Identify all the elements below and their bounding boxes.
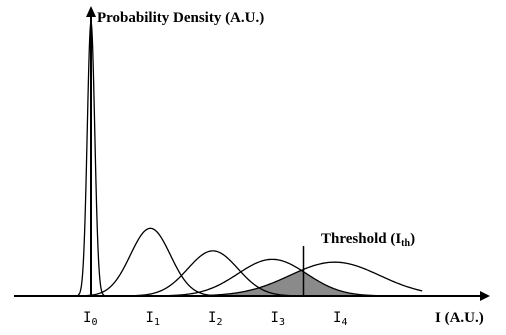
y-axis-arrow bbox=[86, 6, 96, 17]
x-tick-label-3: I3 bbox=[271, 310, 285, 328]
y-axis-label: Probability Density (A.U.) bbox=[97, 10, 264, 26]
x-tick-label-main: I bbox=[146, 310, 154, 326]
x-tick-label-sub: 0 bbox=[91, 317, 97, 328]
threshold-label-sub: th bbox=[401, 238, 410, 249]
curve-layer bbox=[66, 21, 423, 297]
x-axis-label: I (A.U.) bbox=[435, 310, 484, 326]
x-tick-label-sub: 3 bbox=[279, 317, 285, 328]
x-tick-label-sub: 4 bbox=[341, 317, 347, 328]
x-tick-label-4: I4 bbox=[333, 310, 347, 328]
x-tick-label-main: I bbox=[271, 310, 279, 326]
curve-1 bbox=[66, 227, 235, 297]
x-tick-label-main: I bbox=[208, 310, 216, 326]
x-tick-labels: I0 I1 I2 I3 I4 bbox=[83, 310, 347, 328]
shaded-overlap-region bbox=[191, 270, 404, 296]
x-tick-label-sub: 1 bbox=[154, 317, 160, 328]
x-tick-label-2: I2 bbox=[208, 310, 222, 328]
x-tick-label-0: I0 bbox=[83, 310, 97, 328]
x-tick-label-1: I1 bbox=[146, 310, 160, 328]
x-tick-label-sub: 2 bbox=[216, 317, 222, 328]
x-tick-label-main: I bbox=[83, 310, 91, 326]
threshold-label: Threshold (Ith) bbox=[321, 231, 415, 249]
x-tick-label-main: I bbox=[333, 310, 341, 326]
shaded-area bbox=[191, 270, 404, 296]
threshold-label-text: Threshold (I bbox=[321, 231, 401, 247]
threshold-label-close: ) bbox=[410, 231, 415, 247]
x-axis-arrow bbox=[480, 291, 490, 301]
